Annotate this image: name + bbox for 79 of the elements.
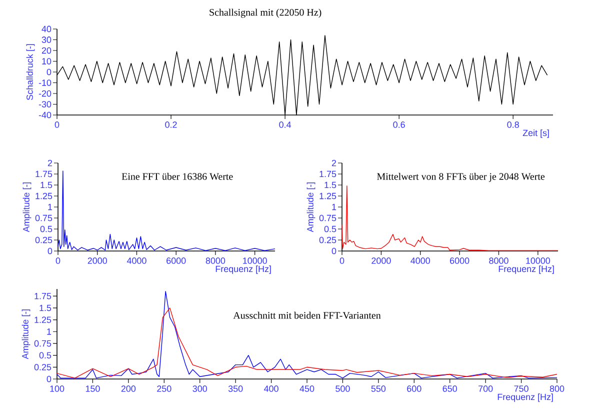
y-tick-label: 0.75: [34, 340, 52, 347]
y-tick-label: 1.25: [320, 192, 336, 200]
y-tick-label: 1.75: [320, 170, 336, 178]
y-tick-label: 1: [332, 204, 336, 210]
x-tick-label: 2000: [88, 258, 107, 264]
x-tick-label: 250: [157, 386, 172, 392]
x-tick-label: 350: [228, 386, 243, 392]
y-tick-label: 30: [42, 36, 52, 43]
x-tick-label: 200: [121, 386, 136, 392]
y-tick-label: 1.5: [40, 304, 52, 312]
x-tick-label: 550: [371, 386, 386, 392]
y-tick-label: 0.25: [319, 236, 336, 244]
x-tick-label: 6000: [166, 258, 186, 264]
y-tick-label: 1.25: [36, 192, 52, 200]
y-tick-label: 0.5: [40, 226, 52, 232]
chart-title: Schallsignal mit (22050 Hz): [210, 8, 322, 18]
y-tick-label: 0: [48, 248, 52, 254]
x-tick-label: 10000: [243, 258, 267, 264]
y-tick-label: 0.25: [34, 364, 52, 370]
text: Ausschnitt mit beiden FFT-Varianten: [233, 312, 381, 319]
y-tick-label: 2: [48, 160, 52, 166]
y-tick-label: 1.5: [40, 182, 52, 188]
y-tick-label: 1: [48, 204, 52, 210]
y-tick-label: 1.25: [34, 316, 52, 323]
y-tick-label: -10: [38, 80, 52, 86]
y-tick-label: 0: [46, 68, 52, 76]
y-tick-label: 2: [332, 160, 336, 166]
x-tick-label: 300: [192, 386, 207, 392]
x-tick-label: 0.6: [393, 122, 405, 128]
y-tick-label: 0.75: [35, 214, 52, 222]
x-tick-label: 500: [336, 386, 350, 392]
y-tick-label: -20: [38, 90, 52, 97]
x-tick-label: 400: [264, 386, 278, 392]
x-tick-label: 10000: [526, 258, 550, 264]
y-tick-label: 20: [42, 47, 52, 54]
x-tick-label: 2000: [372, 258, 391, 264]
x-tick-label: 450: [300, 386, 314, 392]
y-tick-label: 1.5: [324, 182, 336, 188]
y-tick-label: -40: [38, 112, 52, 118]
x-tick-label: 4000: [410, 258, 430, 264]
x-tick-label: 150: [86, 386, 100, 392]
x-tick-label: 8000: [489, 258, 508, 264]
x-tick-label: 650: [442, 386, 457, 392]
y-tick-label: 1: [47, 328, 52, 335]
text: Eine FFT über 16386 Werte: [122, 172, 233, 180]
x-tick-label: 0.8: [507, 122, 519, 128]
y-tick-label: 0.75: [319, 214, 336, 222]
x-axis-title: Frequenz [Hz]: [216, 266, 271, 274]
x-tick-label: 0.2: [165, 122, 177, 128]
y-tick-label: 1.75: [34, 292, 52, 300]
y-tick-label: -30: [38, 101, 52, 108]
x-tick-label: 750: [514, 386, 528, 392]
x-tick-label: 0.4: [279, 122, 292, 128]
y-tick-label: 40: [42, 26, 52, 32]
x-axis-title: Frequenz [Hz]: [498, 394, 553, 402]
y-axis-title: Schalldruck [-]: [26, 44, 35, 100]
y-tick-label: 0.5: [324, 226, 336, 232]
x-tick-label: 8000: [206, 258, 226, 264]
x-tick-label: 0: [340, 258, 344, 264]
x-tick-label: 0: [56, 258, 60, 264]
x-tick-label: 100: [50, 386, 64, 392]
x-tick-label: 600: [407, 386, 422, 392]
x-tick-label: 6000: [450, 258, 470, 264]
text: Mittelwert von 8 FFTs über je 2048 Werte: [377, 172, 545, 182]
x-tick-label: 800: [550, 386, 564, 392]
y-axis-title: Amplitude [-]: [22, 182, 32, 232]
y-tick-label: 1.75: [36, 170, 52, 178]
y-tick-label: 10: [42, 58, 52, 64]
y-tick-label: 0: [46, 376, 52, 382]
x-tick-label: 4000: [126, 258, 146, 264]
y-tick-label: 0: [332, 248, 336, 254]
y-axis-title: Amplitude [-]: [306, 182, 316, 232]
x-tick-label: 0: [54, 122, 60, 128]
x-axis-title: Frequenz [Hz]: [498, 266, 554, 274]
y-axis-title: Amplitude [-]: [22, 309, 30, 360]
x-axis-title: Zeit [s]: [522, 130, 549, 138]
x-tick-label: 700: [478, 386, 493, 392]
y-tick-label: 0.25: [35, 236, 52, 244]
y-tick-label: 0.5: [39, 352, 52, 358]
